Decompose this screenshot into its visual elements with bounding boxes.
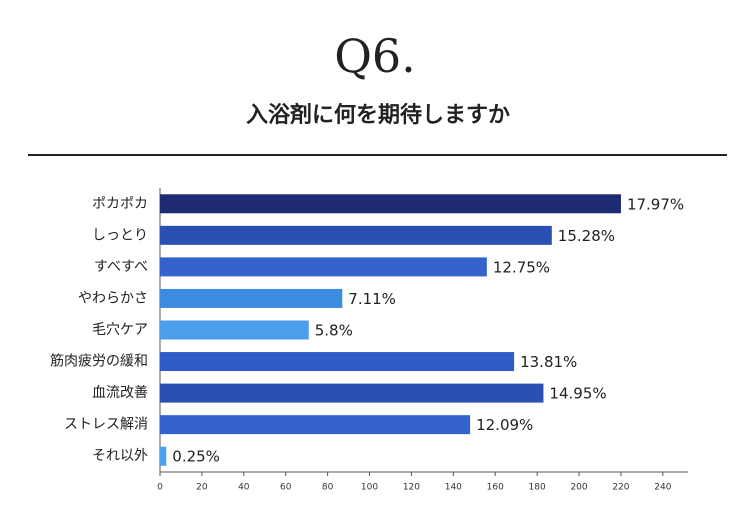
y-tick-label: すべすべ [94,259,148,275]
y-tick-label: ポカポカ [92,196,148,212]
x-tick-label: 140 [445,483,462,493]
value-label: 15.28% [558,227,615,245]
bar [160,225,552,245]
x-tick-label: 160 [487,483,504,493]
y-tick-label: それ以外 [92,448,148,464]
y-tick-label: ストレス解消 [64,417,148,433]
chart-subtitle: 入浴剤に何を期待しますか [246,102,510,128]
bar [160,352,515,372]
bar [160,257,487,277]
value-label: 0.25% [172,448,220,466]
y-tick-label: やわらかさ [78,290,148,306]
x-tick-label: 120 [403,483,420,493]
x-tick-label: 80 [322,483,334,493]
bar [160,446,167,466]
x-tick-label: 20 [196,483,208,493]
x-tick-label: 0 [157,483,163,493]
value-label: 5.8% [315,322,353,340]
x-tick-label: 180 [529,483,546,493]
bar [160,194,621,214]
value-label: 13.81% [520,353,577,371]
value-label: 7.11% [348,290,396,308]
bar [160,288,343,308]
bar [160,320,309,340]
x-tick-label: 60 [280,483,292,493]
y-tick-label: 血流改善 [92,385,148,401]
x-tick-label: 100 [361,483,378,493]
y-tick-label: しっとり [92,227,148,243]
x-tick-label: 220 [612,483,629,493]
x-tick-label: 40 [238,483,250,493]
chart-title: Q6. [334,29,416,83]
value-label: 17.97% [627,195,684,213]
x-tick-label: 240 [654,483,671,493]
x-tick-label: 200 [570,483,587,493]
value-label: 12.75% [493,258,550,276]
bar [160,383,544,403]
value-label: 14.95% [549,385,606,403]
bar [160,415,471,435]
y-tick-label: 毛穴ケア [92,322,148,338]
y-tick-label: 筋肉疲労の緩和 [50,353,148,370]
value-label: 12.09% [476,416,533,434]
